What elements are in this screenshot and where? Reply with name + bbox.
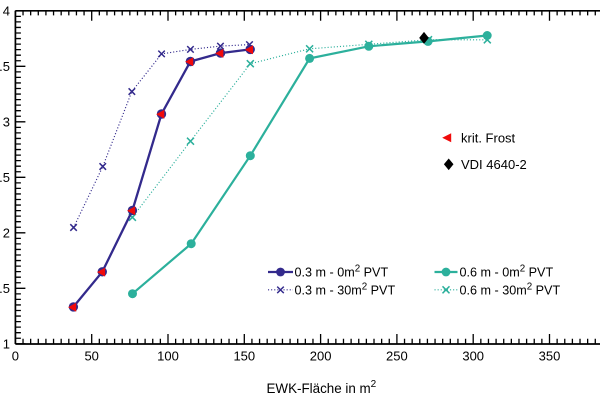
- svg-text:0: 0: [12, 349, 19, 364]
- svg-text:krit. Frost: krit. Frost: [461, 131, 516, 146]
- svg-text:EWK-Fläche in m2: EWK-Fläche in m2: [267, 379, 377, 396]
- svg-text:1.5: 1.5: [0, 281, 10, 296]
- svg-text:0.6 m - 0m2 PVT: 0.6 m - 0m2 PVT: [460, 264, 554, 280]
- svg-text:1: 1: [3, 337, 10, 352]
- svg-text:VDI 4640-2: VDI 4640-2: [461, 157, 527, 172]
- svg-text:100: 100: [157, 349, 179, 364]
- svg-text:350: 350: [539, 349, 561, 364]
- svg-text:150: 150: [233, 349, 255, 364]
- svg-text:3.5: 3.5: [0, 59, 10, 74]
- svg-text:0.3 m - 0m2 PVT: 0.3 m - 0m2 PVT: [295, 264, 389, 280]
- svg-text:4: 4: [3, 4, 10, 19]
- svg-text:200: 200: [310, 349, 332, 364]
- svg-text:250: 250: [386, 349, 408, 364]
- svg-text:2.5: 2.5: [0, 170, 10, 185]
- svg-text:3: 3: [3, 115, 10, 130]
- svg-text:50: 50: [84, 349, 98, 364]
- svg-text:0.6 m - 30m2 PVT: 0.6 m - 30m2 PVT: [460, 282, 561, 298]
- svg-text:2: 2: [3, 226, 10, 241]
- svg-text:300: 300: [462, 349, 484, 364]
- svg-text:0.3 m - 30m2 PVT: 0.3 m - 30m2 PVT: [295, 282, 396, 298]
